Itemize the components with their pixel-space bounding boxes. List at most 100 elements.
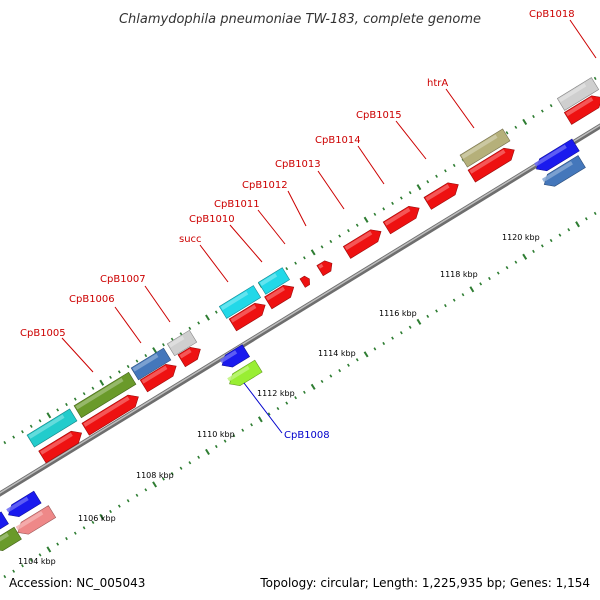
outer-track-tick — [109, 375, 112, 379]
outer-track-tick — [188, 326, 192, 331]
inner-track-tick — [197, 455, 201, 459]
inner-track-tick — [135, 493, 139, 497]
inner-track-tick — [241, 428, 245, 432]
outer-track-tick — [329, 239, 333, 244]
gene-block-red — [228, 302, 266, 332]
gene-block-red — [316, 260, 333, 277]
gene-block-salmon — [15, 505, 57, 535]
kbp-label-1116: 1116 kbp — [379, 309, 417, 318]
inner-track-tick — [109, 509, 112, 514]
gene-block-red-highlight — [179, 348, 192, 359]
outer-track-tick — [514, 125, 518, 129]
gene-block-lime-body — [229, 359, 263, 386]
gene-block-cyan-highlight — [220, 291, 249, 311]
gene-label-cpb1013: CpB1013 — [275, 159, 321, 170]
inner-track-tick — [416, 318, 422, 325]
gene-label-cpb1011: CpB1011 — [214, 199, 260, 210]
gene-block-cyan — [26, 408, 78, 448]
gene-block-olive-body — [0, 526, 22, 551]
outer-track-tick — [416, 184, 422, 191]
inner-track-tick — [373, 347, 377, 351]
outer-track-tick — [91, 386, 95, 390]
inner-track-tick — [12, 569, 16, 573]
gene-block-steelblue-body — [130, 347, 172, 381]
inner-track-tick — [540, 244, 544, 248]
outer-track-tick — [214, 310, 218, 314]
inner-track-tick — [56, 542, 60, 546]
inner-track-tick — [257, 416, 263, 423]
gene-label-cpb1018: CpB1018 — [529, 9, 575, 20]
gene-block-red-body — [139, 363, 177, 393]
outer-track-tick — [363, 216, 369, 223]
inner-track-tick — [514, 260, 518, 264]
gene-block-red — [299, 275, 310, 288]
inner-track-tick — [496, 271, 500, 275]
gene-block-khaki — [459, 128, 511, 168]
leader-line — [114, 306, 142, 344]
gene-block-khaki-body — [459, 128, 511, 168]
outer-track-tick — [355, 223, 359, 227]
gene-block-red — [563, 95, 600, 125]
outer-track-tick — [382, 207, 386, 211]
inner-track-tick — [575, 221, 580, 228]
gene-block-red — [139, 363, 177, 393]
leader-line — [395, 120, 427, 160]
leader-line — [317, 170, 345, 210]
leader-line — [144, 285, 171, 323]
inner-track-tick — [3, 574, 7, 579]
gene-block-steelblue — [541, 155, 586, 187]
outer-track-tick — [99, 379, 105, 386]
gene-block-red — [342, 229, 382, 259]
gene-label-cpb1006: CpB1006 — [69, 294, 115, 305]
inner-track-tick — [276, 406, 280, 411]
inner-track-tick — [479, 282, 483, 286]
kbp-label-1114: 1114 kbp — [318, 349, 356, 358]
outer-track-tick — [522, 118, 528, 126]
gene-block-grey-body — [166, 329, 198, 357]
inner-track-tick — [522, 253, 528, 260]
outer-track-tick — [391, 201, 394, 206]
gene-block-grey — [556, 77, 600, 111]
genome-backbone — [0, 123, 600, 497]
inner-track-tick — [444, 303, 447, 308]
gene-block-red-body — [563, 95, 600, 125]
gene-label-cpb1010: CpB1010 — [189, 214, 235, 225]
gene-block-olive-highlight — [0, 532, 9, 547]
tick-tracks — [3, 76, 597, 579]
outer-track-tick — [303, 256, 306, 260]
inner-track-tick — [38, 553, 42, 557]
gene-block-blue-body — [536, 138, 580, 172]
outer-track-tick — [170, 337, 174, 341]
genome-summary-text: Topology: circular; Length: 1,225,935 bp… — [259, 576, 590, 590]
gene-label-succ: succ — [179, 234, 202, 245]
gene-label-cpb1015: CpB1015 — [356, 110, 402, 121]
outer-track-tick — [56, 408, 60, 412]
outer-track-tick — [505, 131, 509, 135]
outer-track-tick — [205, 314, 210, 321]
gene-label-cpb1014: CpB1014 — [315, 135, 361, 146]
inner-track-tick — [117, 504, 121, 508]
kbp-label-1112: 1112 kbp — [257, 389, 295, 398]
inner-track-tick — [250, 423, 253, 427]
gene-block-red-body — [81, 394, 139, 436]
outer-track-tick — [373, 212, 377, 216]
gene-block-blue — [0, 511, 9, 530]
gene-block-olive-body — [73, 371, 137, 419]
kbp-label-1104: 1104 kbp — [18, 557, 56, 566]
outer-track-tick — [435, 174, 438, 178]
gene-block-red-body — [177, 346, 201, 368]
gene-block-red — [81, 394, 139, 436]
inner-track-tick — [382, 341, 386, 346]
outer-track-tick — [444, 169, 447, 173]
outer-track-tick — [135, 359, 139, 363]
gene-block-cyan-body — [26, 408, 78, 448]
gene-block-red — [38, 430, 82, 464]
gene-label-cpb1008: CpB1008 — [284, 430, 330, 441]
inner-track-tick — [532, 249, 535, 254]
gene-block-olive — [0, 526, 22, 551]
leader-line — [287, 190, 307, 227]
outer-track-tick — [426, 180, 430, 184]
leader-line — [243, 382, 283, 434]
gene-block-red-body — [228, 302, 266, 332]
